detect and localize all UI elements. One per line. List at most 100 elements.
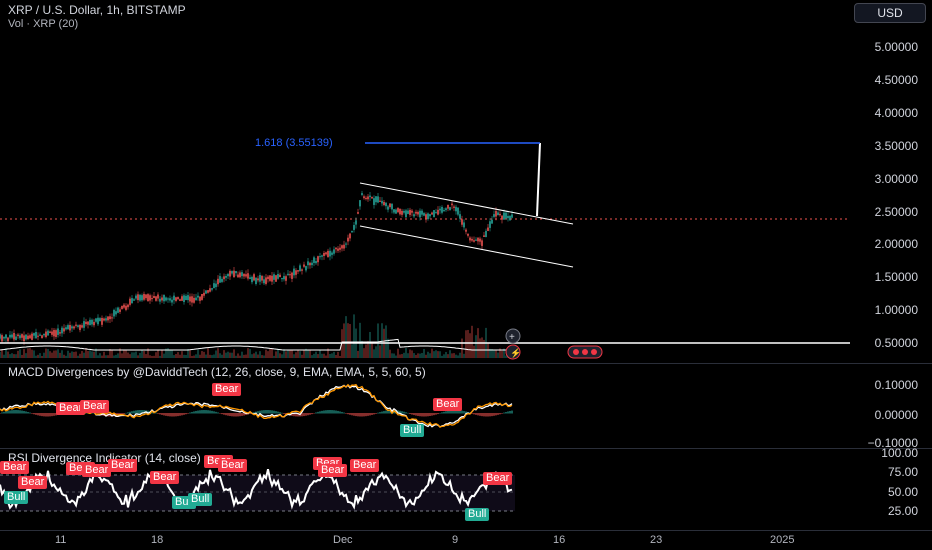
candle: [357, 212, 359, 214]
rsi-chart[interactable]: [0, 455, 850, 530]
macd-hist-bar: [339, 411, 341, 414]
candle: [143, 293, 145, 300]
macd-bear-signal[interactable]: Bear: [56, 402, 86, 415]
rsi-bear-signal[interactable]: Bear: [0, 461, 30, 474]
channel-lower-line[interactable]: [359, 225, 574, 268]
projection-line[interactable]: [536, 142, 541, 217]
volume-bar: [149, 355, 151, 358]
candle: [493, 214, 495, 217]
rsi-bear-signal[interactable]: Bear: [150, 471, 180, 484]
candle: [221, 278, 223, 282]
volume-bar: [33, 350, 35, 358]
rsi-title[interactable]: RSI Divergence Indicator (14, close): [8, 451, 201, 465]
candle: [307, 261, 309, 266]
pane-separator[interactable]: [0, 363, 932, 364]
macd-hist-bar: [345, 413, 347, 414]
macd-hist-bar: [501, 413, 503, 414]
volume-legend[interactable]: Vol · XRP (20): [8, 18, 79, 30]
rsi-bear-signal[interactable]: Bear: [218, 459, 248, 472]
rsi-bear-signal[interactable]: Bear: [108, 459, 138, 472]
candle: [363, 196, 365, 199]
volume-bar: [393, 353, 395, 358]
volume-bar: [247, 348, 249, 358]
macd-hist-bar: [171, 413, 173, 417]
rsi-bull-signal[interactable]: Bull: [188, 493, 213, 506]
macd-hist-bar: [353, 413, 355, 416]
rsi-bear-signal[interactable]: Bear: [350, 459, 380, 472]
macd-hist-bar: [169, 413, 171, 417]
flash-icon[interactable]: [505, 344, 521, 360]
volume-bar: [43, 352, 45, 358]
volume-bar: [437, 351, 439, 358]
candle: [29, 335, 31, 339]
candle: [97, 317, 99, 325]
candle: [47, 330, 49, 336]
macd-title[interactable]: MACD Divergences by @DaviddTech (12, 26,…: [8, 365, 426, 379]
volume-bar: [397, 348, 399, 358]
volume-bar: [347, 323, 349, 358]
macd-hist-bar: [479, 413, 481, 416]
candle: [401, 210, 403, 215]
candle: [189, 296, 191, 302]
volume-bar: [489, 348, 491, 358]
rsi-bull-signal[interactable]: Bull: [4, 491, 29, 504]
volume-bar: [0, 351, 1, 358]
candle: [461, 219, 463, 225]
macd-hist-bar: [155, 412, 157, 414]
candle: [225, 275, 227, 278]
candle: [355, 220, 357, 225]
macd-hist-bar: [293, 413, 295, 417]
candle: [127, 304, 129, 308]
volume-bar: [151, 355, 153, 358]
volume-bar: [67, 350, 69, 358]
volume-bar: [195, 354, 197, 358]
candle: [397, 208, 399, 213]
macd-hist-bar: [285, 413, 287, 415]
pane-separator[interactable]: [0, 448, 932, 449]
candle: [15, 336, 17, 340]
rsi-bear-signal[interactable]: Bear: [483, 472, 513, 485]
candle: [327, 250, 329, 258]
candle: [0, 334, 1, 339]
candle: [211, 288, 213, 290]
macd-bear-signal[interactable]: Bear: [212, 383, 242, 396]
candle: [295, 270, 297, 275]
macd-bear-signal[interactable]: Bear: [433, 398, 463, 411]
macd-bull-signal[interactable]: Bull: [400, 424, 425, 437]
volume-bar: [145, 354, 147, 358]
volume-bar: [445, 351, 447, 358]
macd-chart[interactable]: [0, 380, 850, 440]
volume-bar: [357, 350, 359, 358]
price-chart[interactable]: 1.618 (3.55139) + ⚡: [0, 0, 850, 360]
volume-bar: [127, 352, 129, 358]
candle: [119, 309, 121, 312]
candle: [391, 203, 393, 210]
macd-hist-bar: [239, 413, 241, 417]
macd-bear-signal[interactable]: Bear: [80, 400, 110, 413]
currency-button[interactable]: USD: [854, 3, 926, 23]
macd-hist-bar: [455, 410, 457, 414]
volume-bar: [325, 355, 327, 358]
candle: [309, 262, 311, 266]
rsi-bear-signal[interactable]: Bear: [318, 464, 348, 477]
macd-hist-bar: [283, 413, 285, 414]
channel-upper-line[interactable]: [359, 182, 574, 225]
macd-hist-bar: [267, 410, 269, 414]
candle: [35, 332, 37, 339]
candle: [155, 296, 157, 301]
rsi-bear-signal[interactable]: Bear: [82, 464, 112, 477]
plus-icon[interactable]: [505, 328, 521, 344]
volume-bar: [271, 348, 273, 358]
candle: [445, 208, 447, 211]
rsi-bull-signal[interactable]: Bull: [465, 508, 490, 521]
volume-bar: [119, 348, 121, 358]
macd-hist-bar: [443, 411, 445, 414]
symbol-title[interactable]: XRP / U.S. Dollar, 1h, BITSTAMP: [8, 3, 186, 17]
candle: [199, 296, 201, 301]
volume-bar: [287, 349, 289, 358]
candle: [319, 256, 321, 258]
rsi-bear-signal[interactable]: Bear: [18, 476, 48, 489]
macd-hist-bar: [329, 410, 331, 414]
candle: [75, 324, 77, 326]
macd-hist-bar: [141, 410, 143, 414]
